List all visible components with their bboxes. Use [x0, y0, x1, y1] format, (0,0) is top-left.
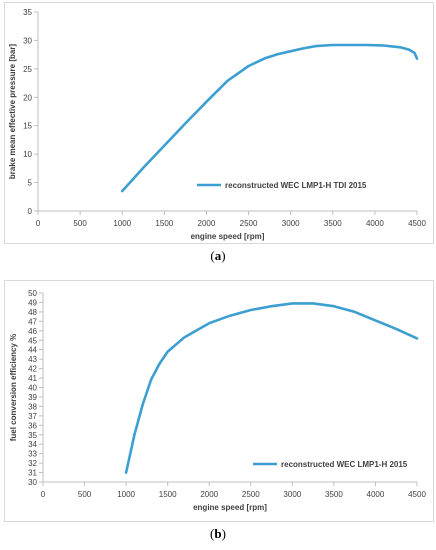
y-tick-label: 44	[28, 346, 37, 355]
y-tick-label: 46	[28, 327, 37, 336]
x-tick-label: 4000	[366, 219, 384, 228]
caption-a-letter: a	[214, 248, 222, 263]
y-tick-label: 25	[23, 65, 32, 74]
y-tick-label: 47	[28, 317, 37, 326]
x-tick-label: 1000	[117, 490, 135, 499]
x-tick-label: 2000	[200, 490, 218, 499]
legend-label: reconstructed WEC LMP1-H 2015	[281, 460, 408, 469]
series-line	[124, 302, 419, 474]
x-tick-label: 1000	[113, 219, 131, 228]
y-tick-label: 31	[28, 469, 37, 478]
x-tick-label: 3500	[324, 219, 342, 228]
caption-a-close: )	[221, 248, 226, 263]
y-tick-label: 20	[23, 93, 32, 102]
caption-a-open: (	[210, 248, 215, 263]
caption-b-close: )	[221, 526, 226, 541]
x-tick-label: 1500	[155, 219, 173, 228]
x-tick-label: 4500	[408, 219, 426, 228]
y-tick-label: 5	[28, 179, 33, 188]
y-tick-label: 49	[28, 298, 37, 307]
x-tick-label: 4000	[367, 490, 385, 499]
y-tick-label: 32	[28, 459, 37, 468]
x-tick-label: 1500	[159, 490, 177, 499]
legend-label: reconstructed WEC LMP1-H TDI 2015	[225, 181, 367, 190]
y-tick-label: 30	[23, 36, 32, 45]
x-tick-label: 2000	[198, 219, 216, 228]
x-tick-label: 3000	[282, 219, 300, 228]
y-tick-label: 40	[28, 384, 37, 393]
y-tick-label: 34	[28, 440, 37, 449]
y-tick-label: 15	[23, 122, 32, 131]
y-axis-label: brake mean effective pressure [bar]	[8, 44, 17, 180]
x-tick-label: 4500	[408, 490, 426, 499]
chart-panel-b: 30 31 32 33 34 35 36 37 38 39 40 41 42 43 44 45 46 47 48 49…	[4, 280, 434, 522]
y-tick-label: 39	[28, 393, 37, 402]
y-tick-label: 33	[28, 450, 37, 459]
x-tick-label: 3500	[325, 490, 343, 499]
x-axis-label: engine speed [rpm]	[191, 232, 265, 241]
y-tick-label: 45	[28, 336, 37, 345]
chart-a: 0 5 10 15 20 25 30 35 0 500 1000 1500 2000 2500 3000 35…	[8, 8, 426, 241]
x-tick-label: 0	[36, 219, 41, 228]
caption-b-letter: b	[214, 526, 222, 541]
y-tick-label: 30	[28, 478, 37, 487]
y-tick-label: 35	[28, 431, 37, 440]
x-tick-label: 2500	[240, 219, 258, 228]
y-tick-label: 42	[28, 365, 37, 374]
y-tick-label: 38	[28, 402, 37, 411]
x-tick-label: 0	[41, 490, 46, 499]
x-axis-label: engine speed [rpm]	[193, 503, 267, 512]
y-axis-label: fuel conversion efficiency %	[9, 334, 18, 442]
x-tick-label: 500	[78, 490, 92, 499]
y-tick-label: 43	[28, 355, 37, 364]
y-tick-label: 50	[28, 289, 37, 298]
y-tick-label: 0	[28, 207, 33, 216]
y-tick-label: 10	[23, 150, 32, 159]
y-tick-label: 35	[23, 8, 32, 17]
y-tick-label: 37	[28, 412, 37, 421]
series-line	[120, 43, 419, 193]
caption-b: (b)	[0, 526, 436, 542]
chart-panel-a: 0 5 10 15 20 25 30 35 0 500 1000 1500 2000 2500 3000 35…	[4, 2, 434, 244]
chart-b: 3031323334353637383940414243444546474849…	[9, 289, 426, 512]
caption-a: (a)	[0, 248, 436, 264]
y-tick-label: 48	[28, 308, 37, 317]
x-tick-label: 500	[73, 219, 87, 228]
x-tick-label: 3000	[283, 490, 301, 499]
y-tick-label: 36	[28, 421, 37, 430]
x-tick-label: 2500	[242, 490, 260, 499]
y-tick-label: 41	[28, 374, 37, 383]
caption-b-open: (	[210, 526, 215, 541]
